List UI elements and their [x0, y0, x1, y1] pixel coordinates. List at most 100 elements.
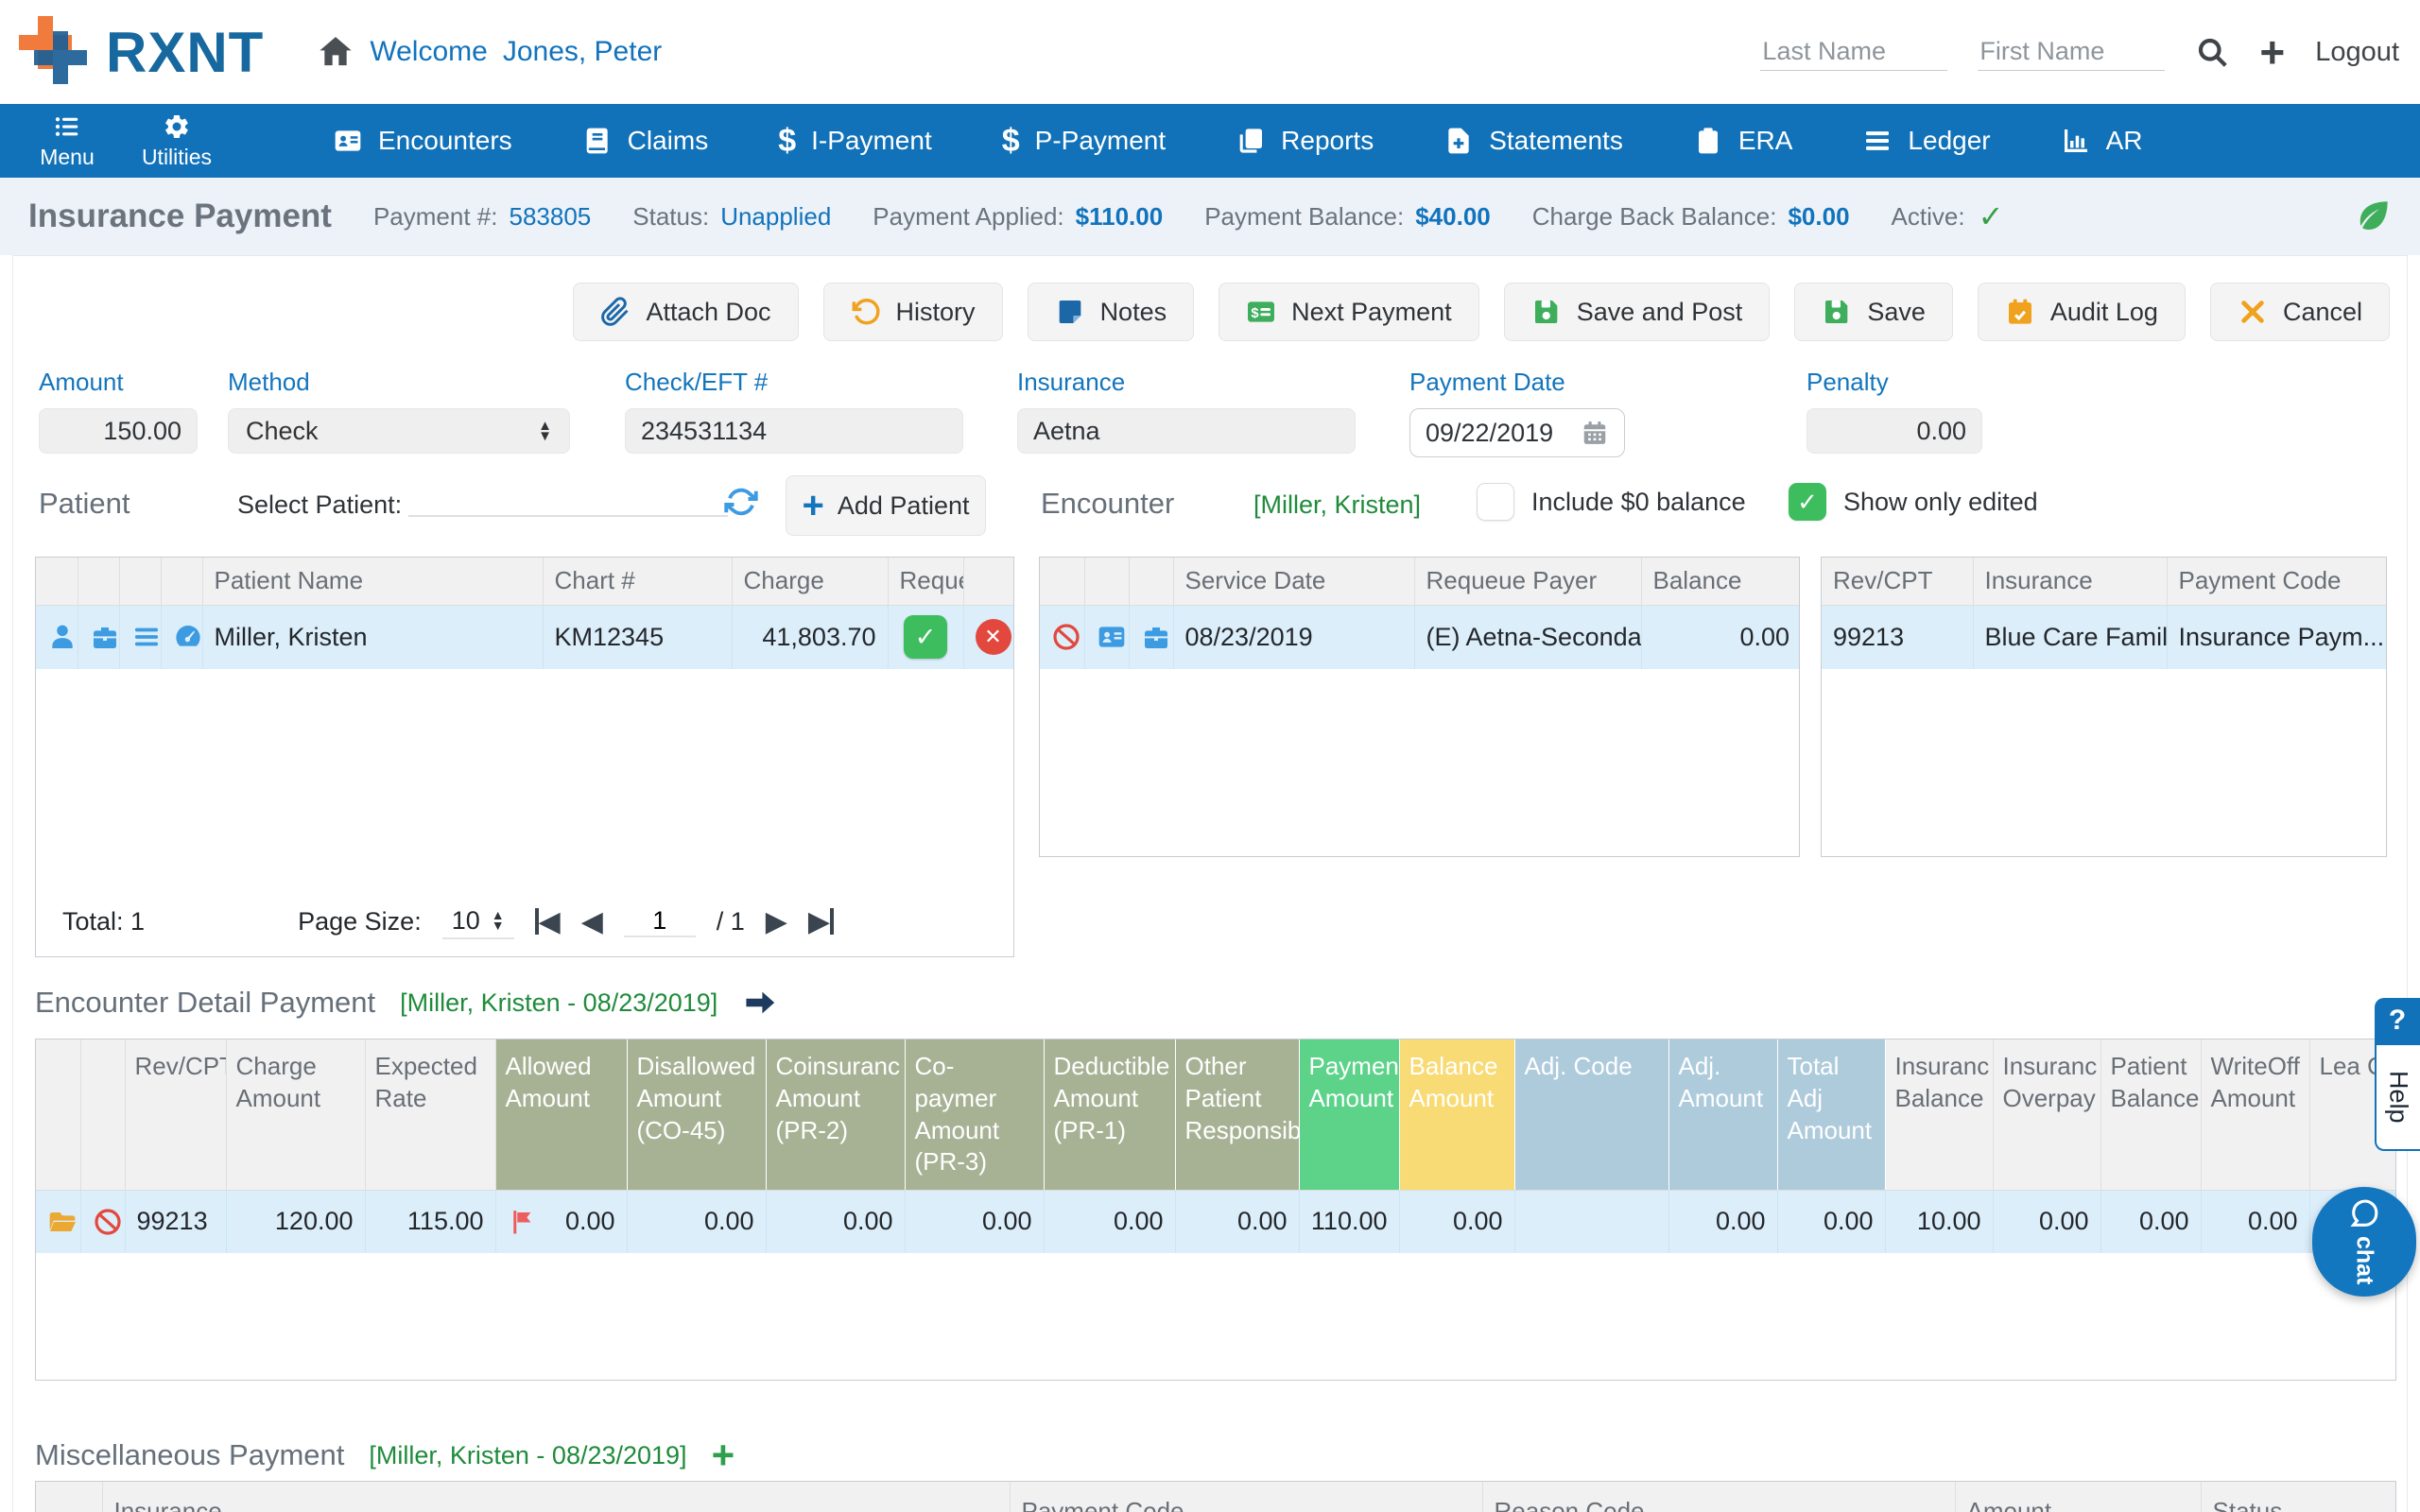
first-name-input[interactable]	[1978, 33, 2166, 71]
notes-button[interactable]: Notes	[1027, 283, 1195, 341]
help-tab-button[interactable]: Help	[2375, 1043, 2420, 1151]
nav-item-ledger[interactable]: Ledger	[1862, 126, 1991, 156]
rxnt-logo[interactable]: RXNT	[11, 9, 264, 95]
page-of-label: / 1	[716, 906, 745, 936]
detail-charge-cell: 120.00	[226, 1190, 366, 1253]
patient-ledger-icon[interactable]	[131, 622, 161, 652]
chat-bubble-icon	[2348, 1198, 2380, 1230]
encounter-idcard-icon[interactable]	[1097, 622, 1127, 652]
logout-button[interactable]: Logout	[2315, 36, 2399, 67]
checkbox-unchecked-icon[interactable]	[1477, 483, 1514, 521]
detail-coinsurance-cell[interactable]: 0.00	[766, 1190, 906, 1253]
encounter-row[interactable]: 08/23/2019 (E) Aetna-Secondary... 0.00	[1040, 605, 1799, 669]
nav-item-ar[interactable]: AR	[2061, 126, 2143, 156]
patient-dashboard-icon[interactable]	[173, 622, 202, 652]
prev-page-button[interactable]: ◀	[580, 905, 603, 937]
nav-item-i-payment[interactable]: $ I-Payment	[778, 122, 932, 159]
detail-copayment-cell[interactable]: 0.00	[905, 1190, 1045, 1253]
detail-expected-cell: 115.00	[365, 1190, 496, 1253]
remove-patient-icon[interactable]: ✕	[975, 619, 1011, 656]
col-rev-cpt: Rev/CPT	[1822, 558, 1974, 606]
detail-adj-amount-cell[interactable]: 0.00	[1668, 1190, 1778, 1253]
col-requeue-payer: Requeue Payer	[1414, 558, 1642, 606]
detail-ins-balance-cell: 10.00	[1885, 1190, 1994, 1253]
add-icon[interactable]: +	[2259, 27, 2286, 77]
history-button[interactable]: History	[822, 283, 1003, 341]
select-patient-input[interactable]	[408, 479, 728, 517]
audit-log-button[interactable]: Audit Log	[1977, 283, 2186, 341]
detail-allowed-cell[interactable]: 0.00	[495, 1190, 628, 1253]
method-select[interactable]: Check ▲ ▼	[228, 408, 570, 454]
encounter-briefcase-icon[interactable]	[1141, 622, 1171, 652]
add-misc-payment-icon[interactable]: +	[711, 1433, 735, 1477]
col-total-adj-amount: Total Adj Amount	[1777, 1040, 1886, 1192]
folder-icon[interactable]	[47, 1207, 78, 1237]
nav-utilities[interactable]: Utilities	[134, 112, 219, 170]
encounter-detail-row[interactable]: 99213 120.00 115.00 0.00 0.00 0.00 0.00	[36, 1190, 2395, 1253]
col-insurance-balance: Insuranc Balance	[1885, 1040, 1994, 1192]
user-name-link[interactable]: Jones, Peter	[502, 36, 663, 67]
patient-briefcase-icon[interactable]	[90, 622, 119, 652]
encounter-detail-header: Rev/CPT Charge Amount Expected Rate Allo…	[36, 1040, 2395, 1192]
calendar-icon	[1581, 419, 1609, 447]
save-icon	[1822, 297, 1852, 327]
next-page-button[interactable]: ▶	[765, 905, 787, 937]
check-eft-field[interactable]	[625, 408, 963, 454]
dollar-icon: $	[1001, 122, 1020, 159]
detail-deductible-cell[interactable]: 0.00	[1044, 1190, 1176, 1253]
col-payment-code: Payment Code	[2167, 558, 2386, 606]
cpt-row[interactable]: 99213 Blue Care Family/... Insurance Pay…	[1822, 605, 2386, 669]
include-zero-balance-toggle[interactable]: Include $0 balance	[1477, 483, 1746, 521]
search-icon[interactable]	[2195, 35, 2229, 69]
last-name-input[interactable]	[1760, 33, 1948, 71]
home-icon[interactable]	[317, 33, 354, 71]
add-patient-button[interactable]: + Add Patient	[786, 475, 986, 536]
refresh-icon[interactable]	[724, 485, 758, 519]
patient-person-icon[interactable]	[47, 622, 77, 652]
arrow-right-icon[interactable]	[742, 987, 780, 1019]
nav-item-claims[interactable]: Claims	[582, 126, 708, 156]
payment-date-field[interactable]: 09/22/2019	[1409, 408, 1625, 457]
insurance-field[interactable]	[1017, 408, 1356, 454]
amount-field[interactable]	[39, 408, 198, 454]
svg-text:$: $	[1251, 306, 1258, 321]
requeue-check-button[interactable]: ✓	[904, 615, 947, 660]
show-only-edited-toggle[interactable]: ✓ Show only edited	[1789, 483, 2038, 521]
patient-chart-cell: KM12345	[543, 605, 733, 669]
page-size-select[interactable]: 10 ▲ ▼	[441, 904, 514, 939]
status-value: Unapplied	[720, 201, 832, 231]
help-question-icon[interactable]: ?	[2375, 998, 2420, 1043]
penalty-field[interactable]	[1806, 408, 1982, 454]
attach-doc-button[interactable]: Attach Doc	[573, 283, 799, 341]
detail-payment-cell[interactable]: 110.00	[1299, 1190, 1400, 1253]
void-icon[interactable]	[1051, 622, 1081, 652]
last-page-button[interactable]: ▶	[808, 905, 834, 938]
col-rev-cpt: Rev/CPT	[125, 1040, 227, 1192]
detail-other-patient-cell[interactable]: 0.00	[1175, 1190, 1300, 1253]
chat-button[interactable]: chat	[2312, 1187, 2416, 1297]
clipboard-icon	[1693, 126, 1723, 156]
save-and-post-button[interactable]: Save and Post	[1503, 283, 1771, 341]
col-patient-name: Patient Name	[202, 558, 544, 606]
cpt-table-header: Rev/CPT Insurance Payment Code	[1822, 558, 2386, 606]
checkbox-checked-icon[interactable]: ✓	[1789, 483, 1826, 521]
check-eft-label: Check/EFT #	[625, 368, 769, 396]
cancel-button[interactable]: Cancel	[2209, 283, 2390, 341]
nav-item-encounters[interactable]: Encounters	[333, 126, 512, 156]
next-payment-button[interactable]: $ Next Payment	[1219, 283, 1479, 341]
void-icon[interactable]	[93, 1207, 123, 1237]
page-number-input[interactable]	[623, 905, 696, 937]
nav-item-p-payment[interactable]: $ P-Payment	[1001, 122, 1167, 159]
flag-icon[interactable]	[508, 1208, 536, 1236]
gear-icon	[163, 112, 191, 141]
detail-disallowed-cell[interactable]: 0.00	[627, 1190, 767, 1253]
first-page-button[interactable]: ◀	[534, 905, 561, 938]
patient-row[interactable]: Miller, Kristen KM12345 41,803.70 ✓ ✕	[36, 605, 1013, 669]
nav-item-reports[interactable]: Reports	[1236, 126, 1374, 156]
nav-item-era[interactable]: ERA	[1693, 126, 1792, 156]
spinner-arrows-icon[interactable]: ▲ ▼	[491, 906, 505, 933]
save-button[interactable]: Save	[1794, 283, 1953, 341]
detail-adj-code-cell[interactable]	[1514, 1190, 1669, 1253]
nav-menu[interactable]: Menu	[25, 112, 110, 170]
nav-item-statements[interactable]: Statements	[1443, 126, 1623, 156]
